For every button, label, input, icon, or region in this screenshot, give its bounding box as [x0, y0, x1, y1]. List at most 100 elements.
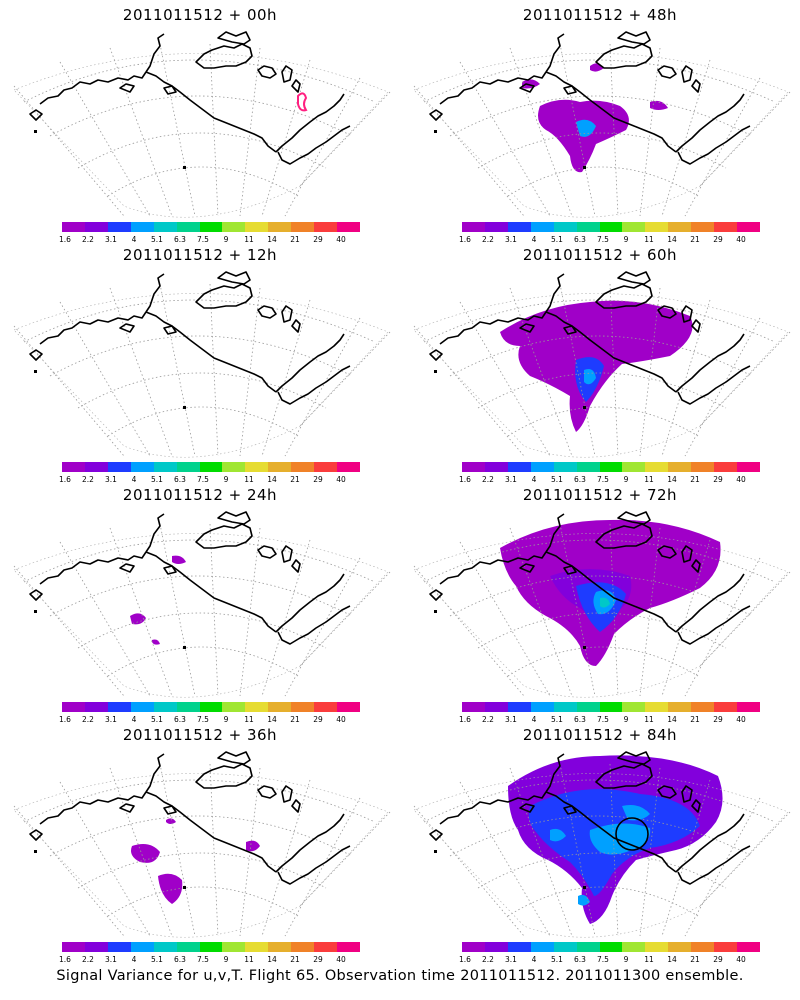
panel-title: 2011011512 + 84h: [522, 726, 678, 744]
colorbar-tick-label: 21: [690, 955, 700, 964]
colorbar-swatch: [622, 942, 646, 952]
coastlines: [29, 511, 351, 645]
panel-title: 2011011512 + 00h: [122, 6, 278, 24]
colorbar-tick-label: 1.6: [59, 235, 71, 244]
variance-region: [630, 329, 670, 349]
colorbar-swatch: [130, 222, 154, 232]
colorbar: [462, 942, 760, 952]
colorbar-tick-label: 5.1: [551, 715, 563, 724]
colorbar-swatch: [576, 702, 600, 712]
coastlines: [429, 271, 751, 405]
colorbar-swatch: [576, 462, 600, 472]
polar-map: [413, 271, 791, 458]
variance-overlay: [508, 755, 723, 924]
colorbar-swatch: [599, 222, 623, 232]
colorbar-tick-label: 21: [290, 235, 300, 244]
colorbar-tick-label: 21: [290, 715, 300, 724]
colorbar-tick-label: 29: [713, 235, 723, 244]
colorbar-swatch: [291, 702, 315, 712]
colorbar: [62, 942, 360, 952]
colorbar-tick-label: 6.3: [574, 475, 586, 484]
colorbar-swatch: [462, 702, 485, 712]
map-panel-12h: 2011011512 + 12h 1.6 2.2 3.1 4 5.1 6.3 7.5 9 11 1…: [0, 240, 400, 484]
colorbar-tick-label: 14: [267, 715, 277, 724]
colorbar-tick-label: 7.5: [197, 715, 209, 724]
graticule: [13, 763, 391, 938]
colorbar-swatch: [268, 462, 292, 472]
colorbar-swatch: [645, 462, 669, 472]
colorbar-tick-label: 9: [223, 955, 229, 964]
colorbar-tick-label: 2.2: [82, 715, 94, 724]
colorbar-swatch: [645, 942, 669, 952]
colorbar-swatch: [668, 702, 692, 712]
colorbar-swatch: [314, 702, 338, 712]
colorbar-swatch: [337, 222, 360, 232]
colorbar-tick-label: 4: [531, 235, 537, 244]
colorbar-swatch: [176, 942, 200, 952]
colorbar-tick-label: 4: [531, 475, 537, 484]
panel-title: 2011011512 + 12h: [122, 246, 278, 264]
colorbar-tick-label: 6.3: [174, 475, 186, 484]
colorbar-tick-label: 4: [531, 715, 537, 724]
colorbar-tick-label: 14: [267, 235, 277, 244]
colorbar-tick-label: 29: [713, 475, 723, 484]
colorbar-ticks: 1.6 2.2 3.1 4 5.1 6.3 7.5 9 11 14 21 29 40: [55, 715, 365, 725]
colorbar-tick-label: 5.1: [151, 715, 163, 724]
colorbar-swatch: [737, 702, 760, 712]
colorbar-swatch: [530, 222, 554, 232]
coastlines: [429, 751, 751, 885]
colorbar-swatch: [245, 222, 269, 232]
colorbar-swatch: [530, 942, 554, 952]
colorbar-swatch: [84, 462, 108, 472]
colorbar-swatch: [599, 942, 623, 952]
colorbar-tick-label: 29: [713, 955, 723, 964]
graticule: [413, 283, 791, 458]
colorbar-tick-label: 2.2: [82, 235, 94, 244]
map-panel-72h: 2011011512 + 72h 1.6 2.2 3.1 4 5.1 6.3 7.5 9 11 1…: [400, 480, 800, 724]
colorbar-tick-label: 11: [644, 235, 654, 244]
colorbar-swatch: [222, 462, 246, 472]
graticule: [413, 43, 791, 218]
panel-title: 2011011512 + 24h: [122, 486, 278, 504]
variance-overlay: [131, 818, 260, 904]
colorbar-swatch: [153, 462, 177, 472]
graticule: [13, 523, 391, 698]
colorbar-swatch: [507, 222, 531, 232]
colorbar-tick-label: 40: [736, 475, 746, 484]
colorbar-tick-label: 7.5: [197, 955, 209, 964]
colorbar-ticks: 1.6 2.2 3.1 4 5.1 6.3 7.5 9 11 14 21 29 40: [55, 475, 365, 485]
colorbar-tick-label: 4: [131, 235, 137, 244]
colorbar-swatch: [622, 462, 646, 472]
colorbar-tick-label: 1.6: [459, 715, 471, 724]
colorbar-tick-label: 7.5: [197, 235, 209, 244]
colorbar-swatch: [107, 222, 131, 232]
polar-map: [13, 31, 391, 218]
colorbar-swatch: [107, 702, 131, 712]
colorbar-tick-label: 21: [290, 475, 300, 484]
polar-map: [413, 511, 791, 698]
colorbar-swatch: [668, 222, 692, 232]
colorbar-ticks: 1.6 2.2 3.1 4 5.1 6.3 7.5 9 11 14 21 29 40: [455, 715, 765, 725]
graticule: [13, 283, 391, 458]
colorbar-swatch: [130, 942, 154, 952]
colorbar-tick-label: 5.1: [151, 235, 163, 244]
colorbar-tick-label: 5.1: [551, 475, 563, 484]
colorbar-tick-label: 40: [736, 235, 746, 244]
map-panel-00h: 2011011512 + 00h 1.6 2.2 3.1 4 5.1 6.3 7.5 9 11 1…: [0, 0, 400, 244]
colorbar-tick-label: 9: [223, 475, 229, 484]
variance-region: [576, 119, 596, 137]
colorbar-tick-label: 1.6: [459, 235, 471, 244]
colorbar-swatch: [337, 702, 360, 712]
colorbar-tick-label: 9: [623, 715, 629, 724]
colorbar-tick-label: 40: [336, 475, 346, 484]
colorbar-swatch: [107, 462, 131, 472]
colorbar-swatch: [530, 702, 554, 712]
colorbar-swatch: [268, 942, 292, 952]
colorbar-tick-label: 3.1: [505, 715, 517, 724]
colorbar-tick-label: 7.5: [597, 235, 609, 244]
colorbar-swatch: [62, 942, 85, 952]
colorbar-swatch: [314, 942, 338, 952]
variance-region: [522, 79, 540, 89]
variance-region: [550, 828, 566, 842]
colorbar-tick-label: 2.2: [82, 955, 94, 964]
